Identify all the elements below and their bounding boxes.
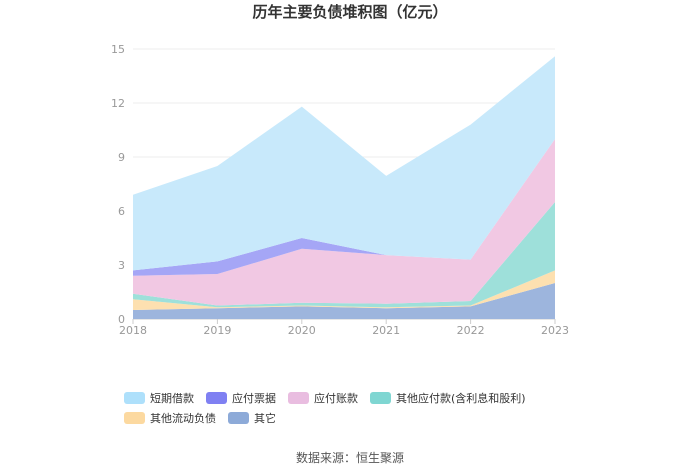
legend-item[interactable]: 应付票据 <box>206 388 276 408</box>
legend-item[interactable]: 其它 <box>228 408 276 428</box>
legend-label: 其它 <box>254 412 276 425</box>
x-tick-label: 2020 <box>288 324 316 337</box>
legend-swatch <box>228 412 249 424</box>
axes: 0 3 6 9 12 15 2018 2019 2020 2021 2022 2023 <box>111 43 569 337</box>
legend-swatch <box>370 392 391 404</box>
legend-label: 其他流动负债 <box>150 412 216 425</box>
y-tick-label: 12 <box>111 97 125 110</box>
legend-item[interactable]: 应付账款 <box>288 388 358 408</box>
chart-title: 历年主要负债堆积图（亿元） <box>252 3 447 21</box>
area-series <box>133 56 555 319</box>
x-tick-label: 2019 <box>203 324 231 337</box>
x-tick-label: 2022 <box>457 324 485 337</box>
y-tick-label: 0 <box>118 313 125 326</box>
legend-label: 应付票据 <box>232 392 276 405</box>
y-tick-label: 6 <box>118 205 125 218</box>
area-短期借款[interactable] <box>133 56 555 271</box>
legend-swatch <box>206 392 227 404</box>
area-其它[interactable] <box>133 283 555 319</box>
legend: 短期借款 应付票据 应付账款 其他应付款(含利息和股利) 其他流动负债 其它 <box>124 388 594 428</box>
legend-swatch <box>288 392 309 404</box>
area-应付账款[interactable] <box>133 139 555 306</box>
legend-item[interactable]: 其他流动负债 <box>124 408 216 428</box>
legend-label: 其他应付款(含利息和股利) <box>396 392 526 405</box>
y-tick-label: 9 <box>118 151 125 164</box>
data-source-note: 数据来源：恒生聚源 <box>295 451 404 465</box>
area-其他流动负债[interactable] <box>133 270 555 310</box>
legend-label: 短期借款 <box>150 392 194 405</box>
y-tick-label: 15 <box>111 43 125 56</box>
legend-item[interactable]: 其他应付款(含利息和股利) <box>370 388 526 408</box>
x-tick-label: 2023 <box>541 324 569 337</box>
x-tick-label: 2018 <box>119 324 147 337</box>
legend-label: 应付账款 <box>314 392 358 405</box>
legend-item[interactable]: 短期借款 <box>124 388 194 408</box>
legend-swatch <box>124 392 145 404</box>
y-tick-label: 3 <box>118 259 125 272</box>
area-应付票据[interactable] <box>133 139 555 276</box>
x-tick-label: 2021 <box>372 324 400 337</box>
legend-swatch <box>124 412 145 424</box>
